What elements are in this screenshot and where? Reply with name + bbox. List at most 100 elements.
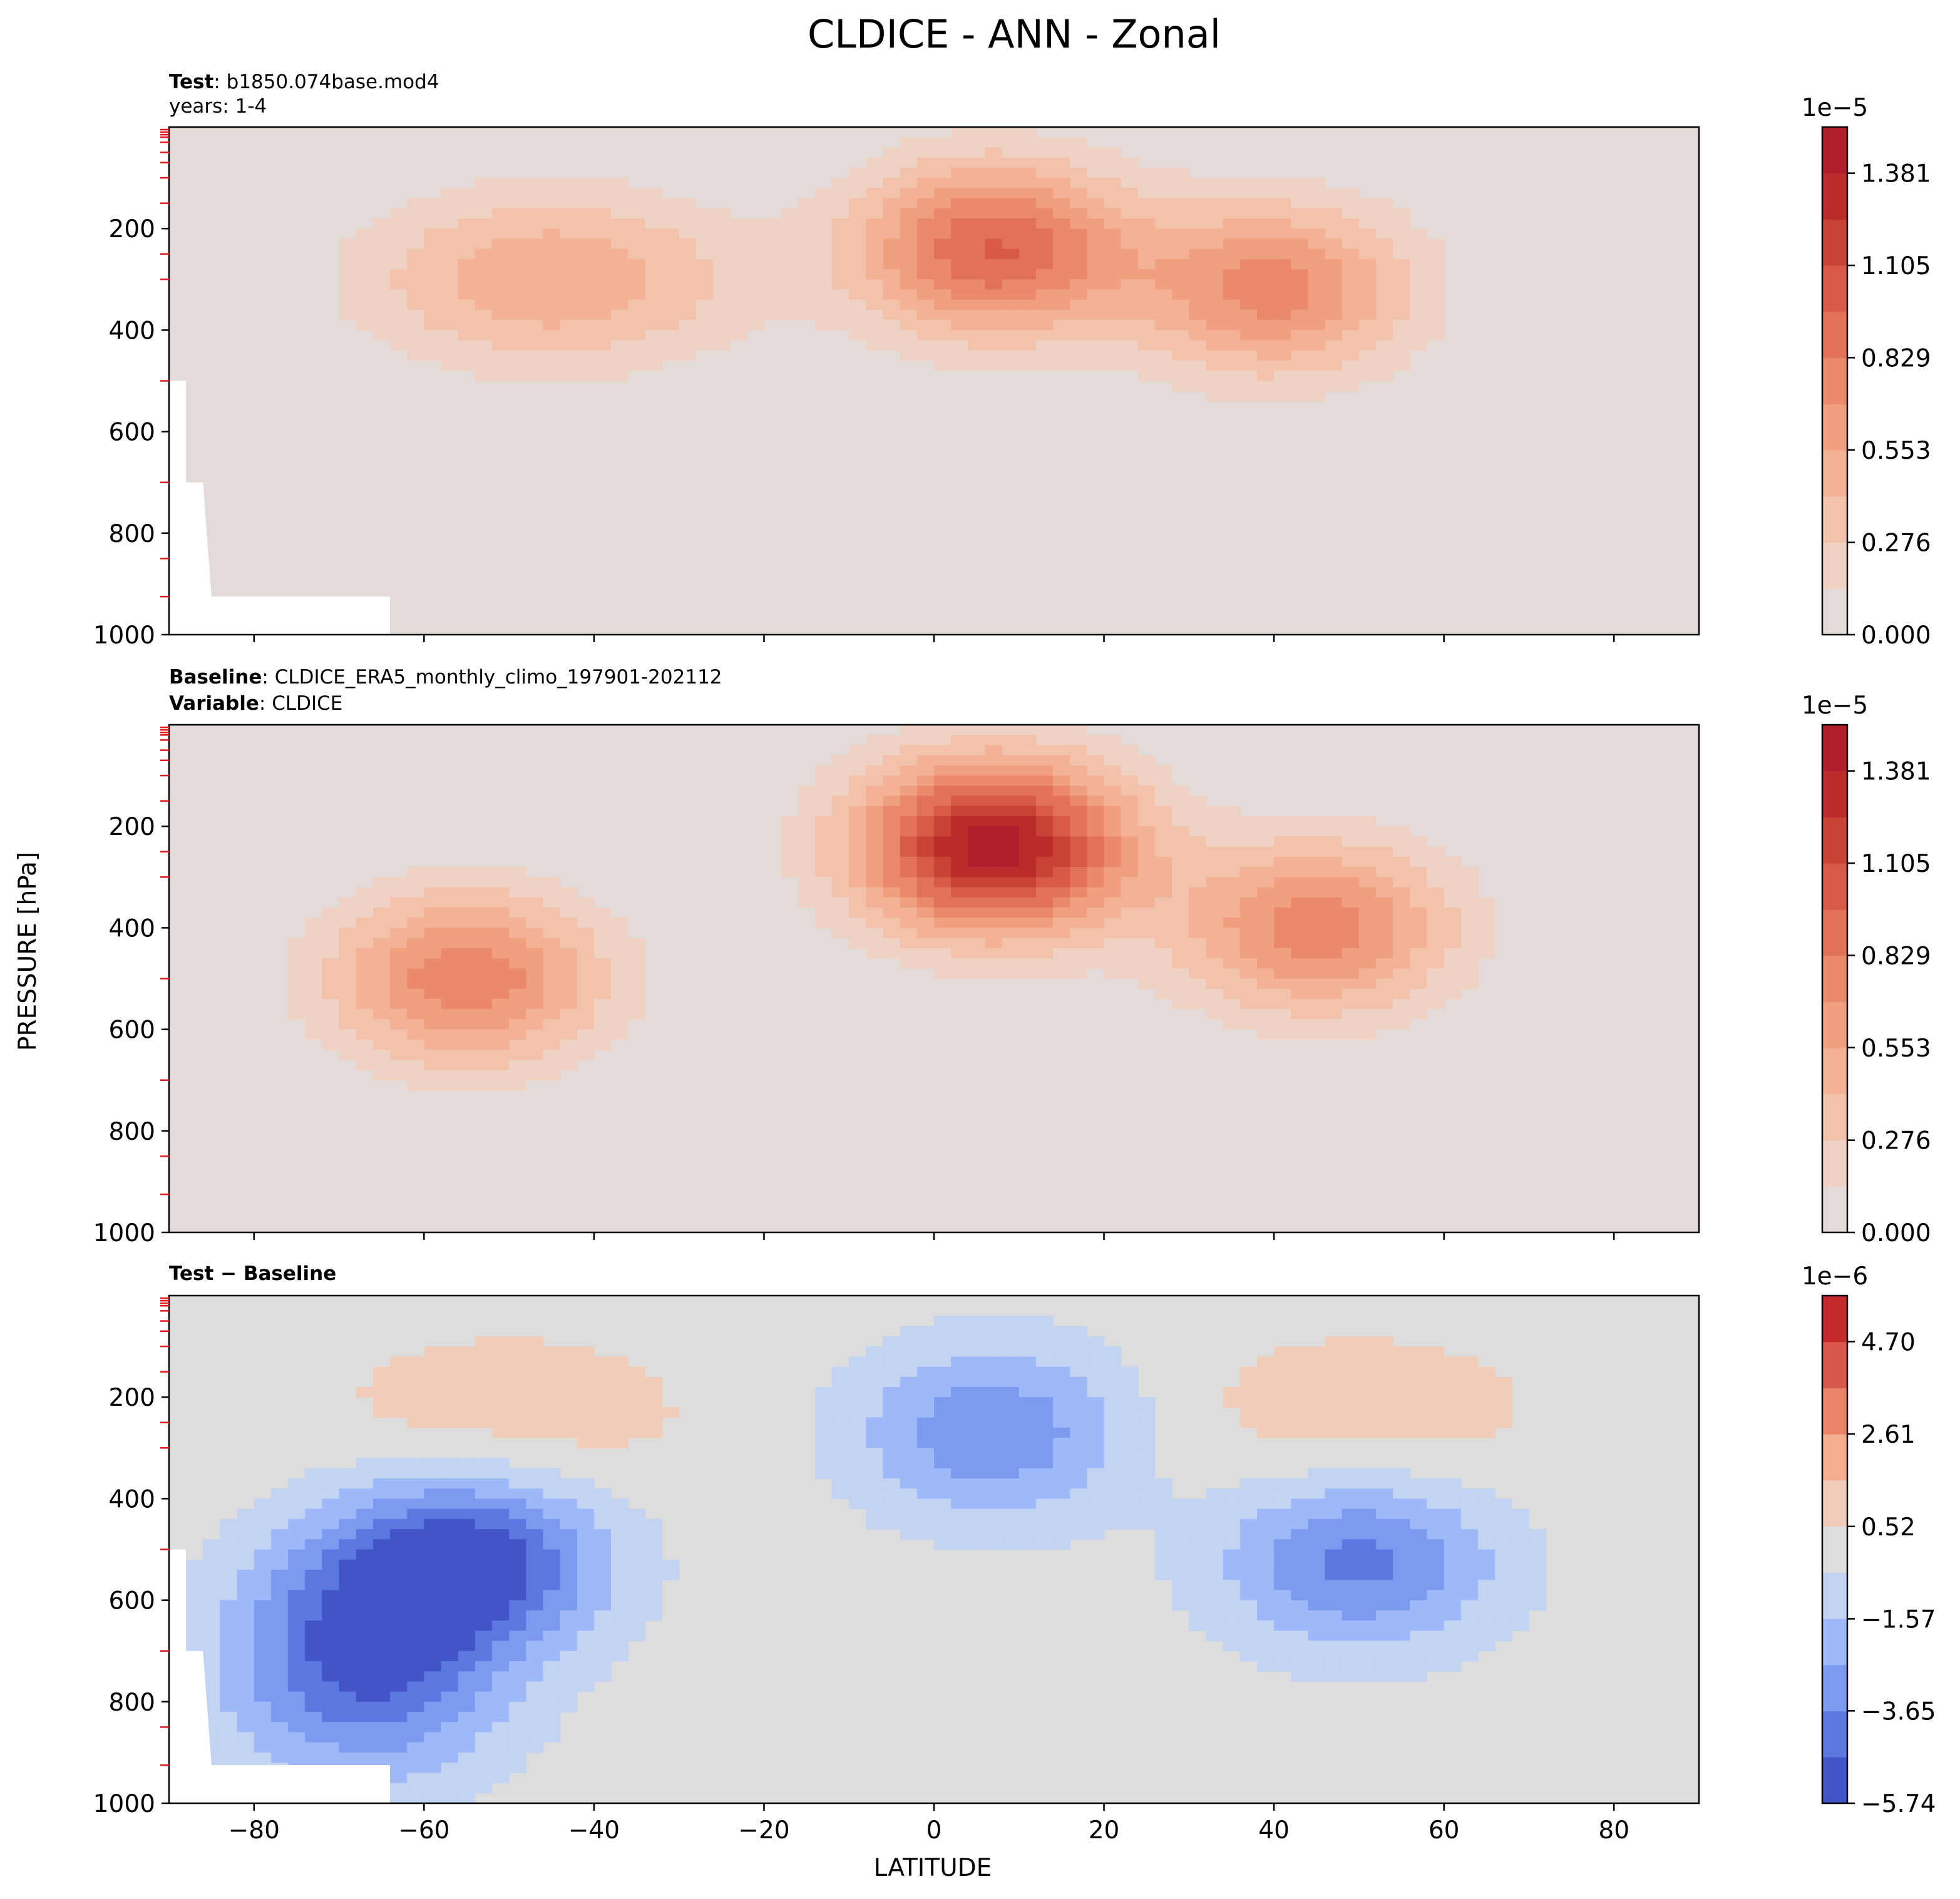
contour-cell	[441, 948, 459, 959]
contour-cell	[288, 1549, 305, 1560]
contour-cell	[1002, 320, 1020, 330]
contour-cell	[1358, 918, 1377, 928]
contour-cell	[526, 1356, 544, 1368]
contour-cell	[695, 258, 714, 270]
contour-cell	[339, 1009, 357, 1020]
contour-cell	[968, 836, 986, 847]
contour-cell	[1018, 796, 1037, 807]
contour-cell	[475, 1458, 493, 1469]
contour-cell	[1070, 1448, 1087, 1459]
contour-cell	[1053, 745, 1070, 756]
contour-cell	[491, 1732, 510, 1743]
contour-cell	[1035, 755, 1054, 766]
contour-cell	[1189, 248, 1207, 260]
contour-cell	[730, 330, 747, 341]
contour-cell	[305, 1671, 322, 1682]
contour-cell	[441, 1590, 459, 1601]
contour-cell	[934, 1539, 952, 1550]
contour-cell	[611, 1590, 629, 1601]
contour-cell	[1087, 1427, 1105, 1438]
contour-cell	[1206, 918, 1224, 928]
colorbar-level	[1822, 1186, 1847, 1233]
contour-cell	[1070, 958, 1087, 969]
contour-cell	[339, 1641, 357, 1652]
contour-cell	[1121, 157, 1139, 168]
contour-cell	[883, 1508, 901, 1520]
contour-cell	[1070, 938, 1087, 949]
contour-cell	[1308, 1539, 1326, 1550]
contour-cell	[526, 1498, 544, 1510]
contour-cell	[883, 867, 901, 878]
contour-cell	[475, 1569, 493, 1580]
contour-cell	[1206, 1559, 1224, 1570]
contour-cell	[1172, 188, 1189, 199]
contour-cell	[1018, 968, 1037, 980]
contour-cell	[934, 887, 952, 898]
contour-cell	[458, 198, 476, 209]
contour-cell	[1239, 309, 1258, 320]
contour-cell	[372, 1019, 391, 1030]
contour-cell	[1018, 877, 1037, 888]
contour-cell	[968, 765, 986, 776]
contour-cell	[424, 968, 442, 980]
contour-cell	[1053, 340, 1070, 351]
contour-cell	[628, 1518, 645, 1530]
contour-cell	[1070, 755, 1087, 766]
contour-cell	[883, 755, 901, 766]
contour-cell	[560, 299, 578, 310]
contour-cell	[1002, 938, 1020, 949]
contour-cell	[1393, 968, 1410, 980]
contour-cell	[968, 735, 986, 746]
contour-cell	[985, 968, 1003, 980]
contour-cell	[1256, 1009, 1275, 1020]
contour-cell	[458, 1346, 476, 1357]
contour-cell	[883, 887, 901, 898]
contour-cell	[577, 968, 595, 980]
contour-cell	[968, 786, 986, 797]
contour-cell	[1376, 907, 1393, 918]
contour-cell	[985, 1458, 1003, 1469]
contour-cell	[1189, 361, 1207, 371]
contour-cell	[322, 1661, 340, 1672]
contour-cell	[1002, 269, 1020, 280]
contour-cell	[458, 279, 476, 290]
contour-cell	[356, 1060, 374, 1071]
contour-cell	[560, 1691, 578, 1702]
contour-cell	[543, 1681, 561, 1692]
contour-cell	[356, 968, 374, 980]
contour-cell	[491, 269, 510, 280]
contour-cell	[543, 1518, 561, 1530]
contour-cell	[968, 361, 986, 371]
contour-cell	[1291, 1600, 1309, 1611]
contour-cell	[849, 877, 866, 888]
contour-cell	[1002, 775, 1020, 786]
contour-cell	[883, 1386, 901, 1398]
contour-cell	[1256, 856, 1275, 868]
contour-cell	[1358, 299, 1377, 310]
contour-cell	[203, 1681, 221, 1692]
contour-cell	[491, 907, 510, 918]
contour-cell	[968, 167, 986, 178]
contour-cell	[339, 1039, 357, 1050]
contour-cell	[814, 238, 833, 250]
colorbar-level	[1822, 542, 1847, 589]
contour-cell	[1018, 775, 1037, 786]
contour-cell	[424, 998, 442, 1010]
contour-cell	[593, 1630, 612, 1642]
contour-cell	[934, 1336, 952, 1347]
contour-cell	[441, 1600, 459, 1611]
contour-cell	[1427, 958, 1445, 969]
contour-cell	[458, 1397, 476, 1408]
contour-cell	[1256, 1651, 1275, 1662]
contour-cell	[509, 289, 526, 300]
contour-cell	[390, 1783, 408, 1794]
contour-cell	[543, 1376, 561, 1388]
contour-cell	[1053, 1468, 1070, 1479]
contour-cell	[900, 258, 918, 270]
contour-cell	[1274, 1590, 1291, 1601]
contour-cell	[712, 330, 731, 341]
contour-cell	[1070, 1376, 1087, 1388]
contour-cell	[1308, 1630, 1326, 1642]
contour-cell	[509, 188, 526, 199]
contour-cell	[1342, 269, 1360, 280]
